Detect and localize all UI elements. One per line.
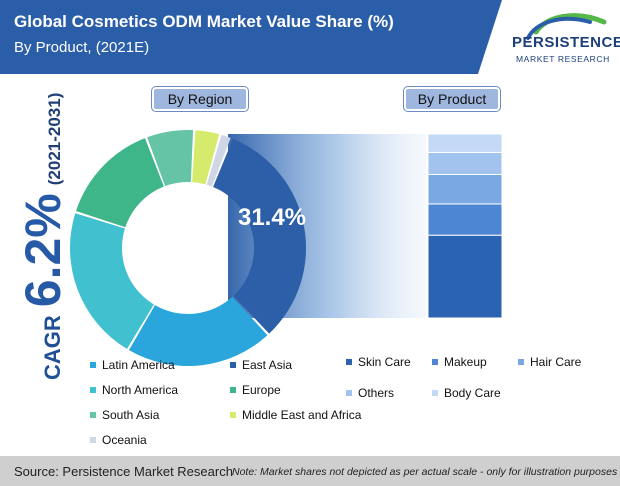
donut-slice-east-asia [213, 138, 307, 334]
bar-segment-others [427, 151, 503, 175]
chart-title: Global Cosmetics ODM Market Value Share … [14, 12, 394, 31]
footer-bar [0, 456, 620, 486]
title-banner [0, 0, 502, 74]
east-asia-share-label: 31.4% [238, 204, 306, 231]
legend-item-others: Others [346, 386, 394, 400]
source-text: Source: Persistence Market Research [14, 464, 233, 479]
logo-tagline: MARKET RESEARCH [516, 54, 610, 64]
legend-item-oceania: Oceania [90, 433, 147, 447]
legend-item-north-america: North America [90, 383, 178, 397]
bar-segment-hair-care [427, 173, 503, 205]
legend-swatch [230, 387, 236, 393]
legend-item-makeup: Makeup [432, 355, 487, 369]
by-product-label: By Product [404, 87, 500, 111]
legend-swatch [346, 390, 352, 396]
legend-swatch [90, 437, 96, 443]
legend-item-east-asia: East Asia [230, 358, 292, 372]
donut-slice-north-america [69, 213, 154, 349]
by-region-label: By Region [152, 87, 248, 111]
legend-item-south-asia: South Asia [90, 408, 159, 422]
logo-swoosh-icon [526, 13, 607, 40]
chart-subtitle: By Product, (2021E) [14, 39, 150, 56]
chart-canvas: 31.4% [69, 130, 503, 367]
product-stacked-bar [427, 133, 503, 319]
donut-slice-latin-america [128, 296, 268, 367]
footer-note: Note: Market shares not depicted as per … [232, 466, 618, 478]
donut-slice-europe [75, 138, 164, 228]
legend-swatch [90, 412, 96, 418]
legend-swatch [432, 359, 438, 365]
legend-swatch [230, 412, 236, 418]
donut-slice-oceania [206, 134, 231, 187]
legend-item-hair-care: Hair Care [518, 355, 581, 369]
legend-item-latin-america: Latin America [90, 358, 175, 372]
region-donut-chart [69, 130, 307, 367]
legend-item-europe: Europe [230, 383, 281, 397]
bar-segment-skin-care [427, 234, 503, 319]
bar-segment-body-care [427, 133, 503, 153]
legend-item-skin-care: Skin Care [346, 355, 411, 369]
legend-swatch [432, 390, 438, 396]
bar-segment-makeup [427, 203, 503, 236]
legend-swatch [518, 359, 524, 365]
legend-item-middle-east-africa: Middle East and Africa [230, 408, 361, 422]
legend-item-body-care: Body Care [432, 386, 501, 400]
legend-swatch [90, 362, 96, 368]
legend-swatch [230, 362, 236, 368]
donut-slice-middle-east-and-africa [192, 130, 220, 185]
logo-name: PERSISTENCE [512, 34, 620, 51]
legend-swatch [346, 359, 352, 365]
legend-swatch [90, 387, 96, 393]
donut-slice-south-asia [147, 130, 194, 187]
